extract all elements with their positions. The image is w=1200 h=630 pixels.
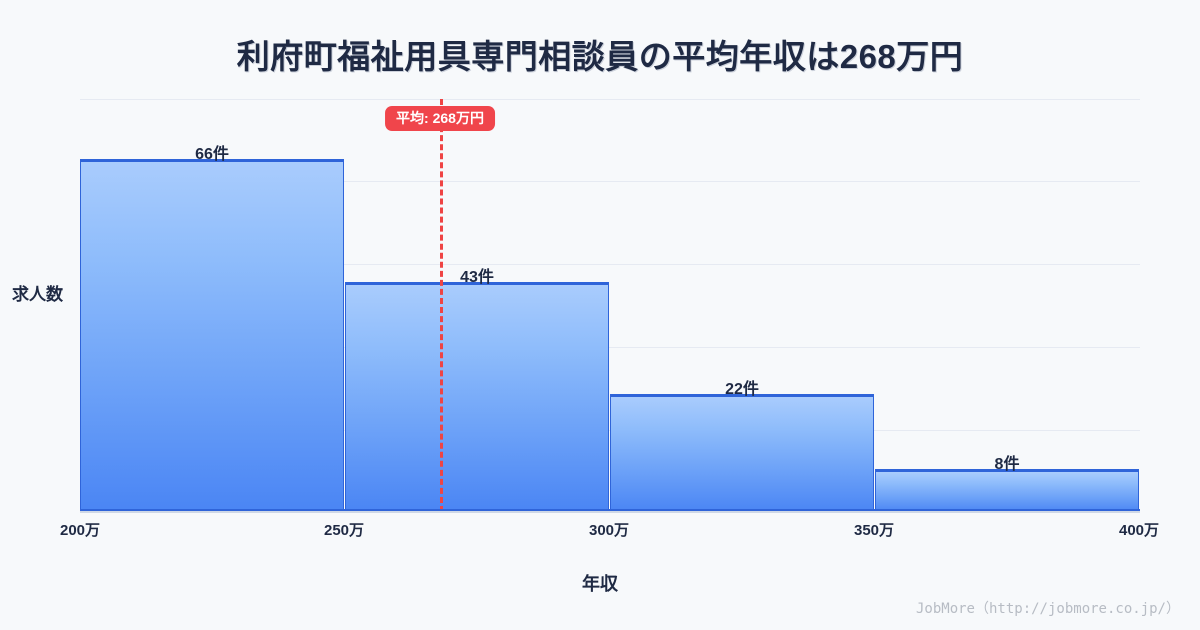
gridline [80,99,1140,100]
bar[interactable] [610,394,874,512]
x-axis-tick-label: 350万 [853,522,895,539]
x-axis-tick-label: 250万 [323,522,365,539]
gridline [80,347,1140,348]
x-axis-line [80,511,1140,513]
bar[interactable] [875,469,1139,512]
x-axis-tick-label: 400万 [1118,522,1160,539]
x-axis-title: 年収 [582,574,618,594]
average-badge: 平均: 268万円 [385,106,495,132]
watermark: JobMore（http://jobmore.co.jp/） [915,601,1180,617]
gridline [80,264,1140,265]
x-axis-tick-label: 300万 [588,522,630,539]
x-axis-tick-label: 200万 [59,522,101,539]
plot-area [80,99,1140,512]
bar-value-label: 22件 [725,381,759,398]
y-axis-title: 求人数 [12,285,63,304]
bar[interactable] [80,159,344,512]
average-line [440,99,443,512]
bar-value-label: 66件 [195,146,229,163]
bar[interactable] [345,282,609,512]
page-title: 利府町福祉用具専門相談員の平均年収は268万円 [236,38,964,75]
bar-value-label: 8件 [994,456,1020,473]
gridline [80,181,1140,182]
bar-baseline-rule [80,509,1140,512]
bar-value-label: 43件 [460,269,494,286]
